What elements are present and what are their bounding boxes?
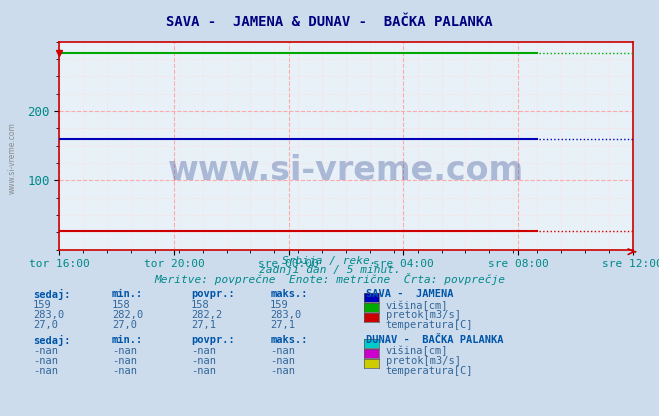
Text: -nan: -nan [191,356,216,366]
Text: višina[cm]: višina[cm] [386,300,448,311]
Text: -nan: -nan [191,366,216,376]
Text: -nan: -nan [112,346,137,356]
Text: Srbija / reke.: Srbija / reke. [282,256,377,266]
Text: SAVA -  JAMENA & DUNAV -  BAČKA PALANKA: SAVA - JAMENA & DUNAV - BAČKA PALANKA [166,15,493,29]
Text: višina[cm]: višina[cm] [386,346,448,357]
Text: -nan: -nan [270,346,295,356]
Text: www.si-vreme.com: www.si-vreme.com [168,154,524,187]
Text: 27,1: 27,1 [270,320,295,330]
Text: pretok[m3/s]: pretok[m3/s] [386,310,461,320]
Text: maks.:: maks.: [270,289,308,299]
Text: sedaj:: sedaj: [33,289,71,300]
Text: zadnji dan / 5 minut.: zadnji dan / 5 minut. [258,265,401,275]
Text: 283,0: 283,0 [270,310,301,320]
Text: 27,0: 27,0 [112,320,137,330]
Text: -nan: -nan [270,366,295,376]
Text: min.:: min.: [112,289,143,299]
Text: -nan: -nan [270,356,295,366]
Text: 282,2: 282,2 [191,310,222,320]
Text: temperatura[C]: temperatura[C] [386,366,473,376]
Text: SAVA -  JAMENA: SAVA - JAMENA [366,289,453,299]
Text: sedaj:: sedaj: [33,335,71,346]
Text: DUNAV -  BAČKA PALANKA: DUNAV - BAČKA PALANKA [366,335,503,345]
Text: -nan: -nan [112,356,137,366]
Text: -nan: -nan [191,346,216,356]
Text: 159: 159 [270,300,289,310]
Text: 27,1: 27,1 [191,320,216,330]
Text: pretok[m3/s]: pretok[m3/s] [386,356,461,366]
Text: povpr.:: povpr.: [191,289,235,299]
Text: www.si-vreme.com: www.si-vreme.com [8,122,17,194]
Text: maks.:: maks.: [270,335,308,345]
Text: -nan: -nan [112,366,137,376]
Text: 159: 159 [33,300,51,310]
Text: temperatura[C]: temperatura[C] [386,320,473,330]
Text: 158: 158 [112,300,130,310]
Text: Meritve: povprečne  Enote: metrične  Črta: povprečje: Meritve: povprečne Enote: metrične Črta:… [154,273,505,285]
Text: min.:: min.: [112,335,143,345]
Text: -nan: -nan [33,346,58,356]
Text: 283,0: 283,0 [33,310,64,320]
Text: 27,0: 27,0 [33,320,58,330]
Text: 158: 158 [191,300,210,310]
Text: -nan: -nan [33,366,58,376]
Text: povpr.:: povpr.: [191,335,235,345]
Text: 282,0: 282,0 [112,310,143,320]
Text: -nan: -nan [33,356,58,366]
